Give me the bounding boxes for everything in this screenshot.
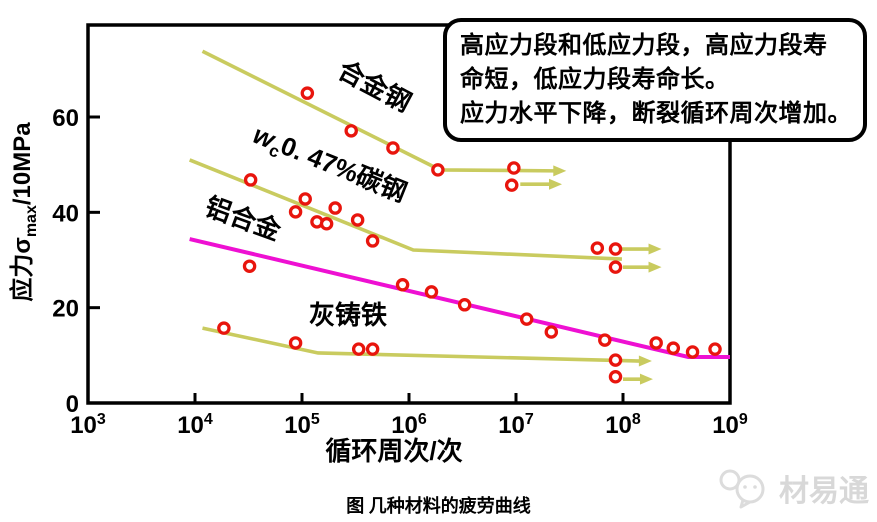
data-point-gray-cast-iron (288, 336, 303, 350)
annotation-line: 应力水平下降，断裂循环周次增加。 (460, 100, 852, 127)
watermark-logo-icon (719, 469, 765, 509)
curve-line-gray-cast-iron (202, 326, 641, 363)
data-point-aluminum-alloy (598, 333, 612, 347)
data-point-alloy-steel (386, 141, 400, 155)
data-point-gray-cast-iron (608, 353, 623, 367)
data-point-carbon-steel (243, 173, 258, 187)
annotation-line: 高应力段和低应力段，高应力段寿 (460, 32, 828, 59)
data-point-carbon-steel (365, 234, 380, 248)
data-point-alloy-steel (507, 161, 521, 175)
x-tick-label: 106​ (391, 411, 427, 439)
x-tick-label: 103​ (70, 411, 106, 439)
y-tick-label: 40 (52, 200, 79, 227)
data-point-carbon-steel (319, 217, 334, 231)
data-point-carbon-steel (288, 205, 303, 219)
data-point-carbon-steel (608, 242, 623, 256)
y-axis-title: 应力σmax​/10MPa (8, 122, 40, 302)
series-label-alloy-steel: 合金钢 (333, 55, 416, 118)
y-tick-label: 20 (52, 296, 79, 323)
y-tick-label: 0 (66, 391, 79, 418)
data-point-aluminum-alloy (708, 342, 722, 356)
runout-arrowhead (639, 373, 653, 385)
y-tick-label: 60 (52, 105, 79, 132)
data-point-aluminum-alloy (544, 325, 559, 339)
data-point-alloy-steel (504, 178, 519, 192)
watermark-text: 材易通 (779, 475, 869, 508)
annotation-box: 高应力段和低应力段，高应力段寿 命短，低应力段寿命长。 应力水平下降，断裂循环周… (443, 18, 867, 142)
x-tick-label: 108​ (605, 411, 641, 439)
series-label-aluminum-alloy: 铝合金 (201, 191, 285, 246)
runout-arrowhead (549, 178, 563, 190)
data-point-carbon-steel (350, 213, 365, 227)
data-point-gray-cast-iron (217, 321, 231, 335)
data-point-aluminum-alloy (519, 312, 534, 326)
runout-arrowhead (648, 261, 662, 273)
x-tick-label: 104​ (177, 411, 213, 439)
data-point-carbon-steel (328, 201, 342, 215)
runout-arrowhead (648, 243, 662, 255)
x-tick-label: 105​ (284, 411, 320, 439)
runout-arrowhead (638, 355, 652, 367)
watermark: 材易通 (717, 466, 869, 510)
x-tick-label: 109​ (712, 411, 748, 439)
figure-caption: 图 几种材料的疲劳曲线 (346, 496, 531, 516)
curve-line-carbon-steel (188, 158, 623, 261)
series-label-gray-cast-iron: 灰铸铁 (309, 300, 387, 330)
data-point-aluminum-alloy (242, 259, 257, 273)
data-point-aluminum-alloy (666, 341, 681, 355)
curve-line-aluminum-alloy (189, 237, 730, 360)
data-point-carbon-steel (298, 192, 312, 206)
data-point-carbon-steel (608, 260, 623, 274)
x-tick-label: 107​ (498, 411, 534, 439)
data-point-aluminum-alloy (649, 336, 663, 350)
data-point-alloy-steel (344, 124, 358, 138)
runout-arrowhead (553, 165, 567, 177)
data-point-alloy-steel (431, 163, 445, 177)
data-point-carbon-steel (590, 241, 605, 255)
series-label-carbon-steel: wc​0. 47%碳钢 (247, 119, 411, 211)
data-point-gray-cast-iron (365, 342, 380, 356)
data-point-gray-cast-iron (608, 370, 623, 384)
annotation-line: 命短，低应力段寿命长。 (460, 66, 730, 93)
data-point-gray-cast-iron (351, 342, 366, 356)
x-axis-title: 循环周次/次 (325, 436, 462, 466)
data-point-alloy-steel (300, 86, 315, 100)
data-point-aluminum-alloy (457, 298, 472, 312)
data-point-aluminum-alloy (395, 278, 410, 292)
data-point-aluminum-alloy (685, 345, 700, 359)
data-point-aluminum-alloy (424, 285, 439, 299)
